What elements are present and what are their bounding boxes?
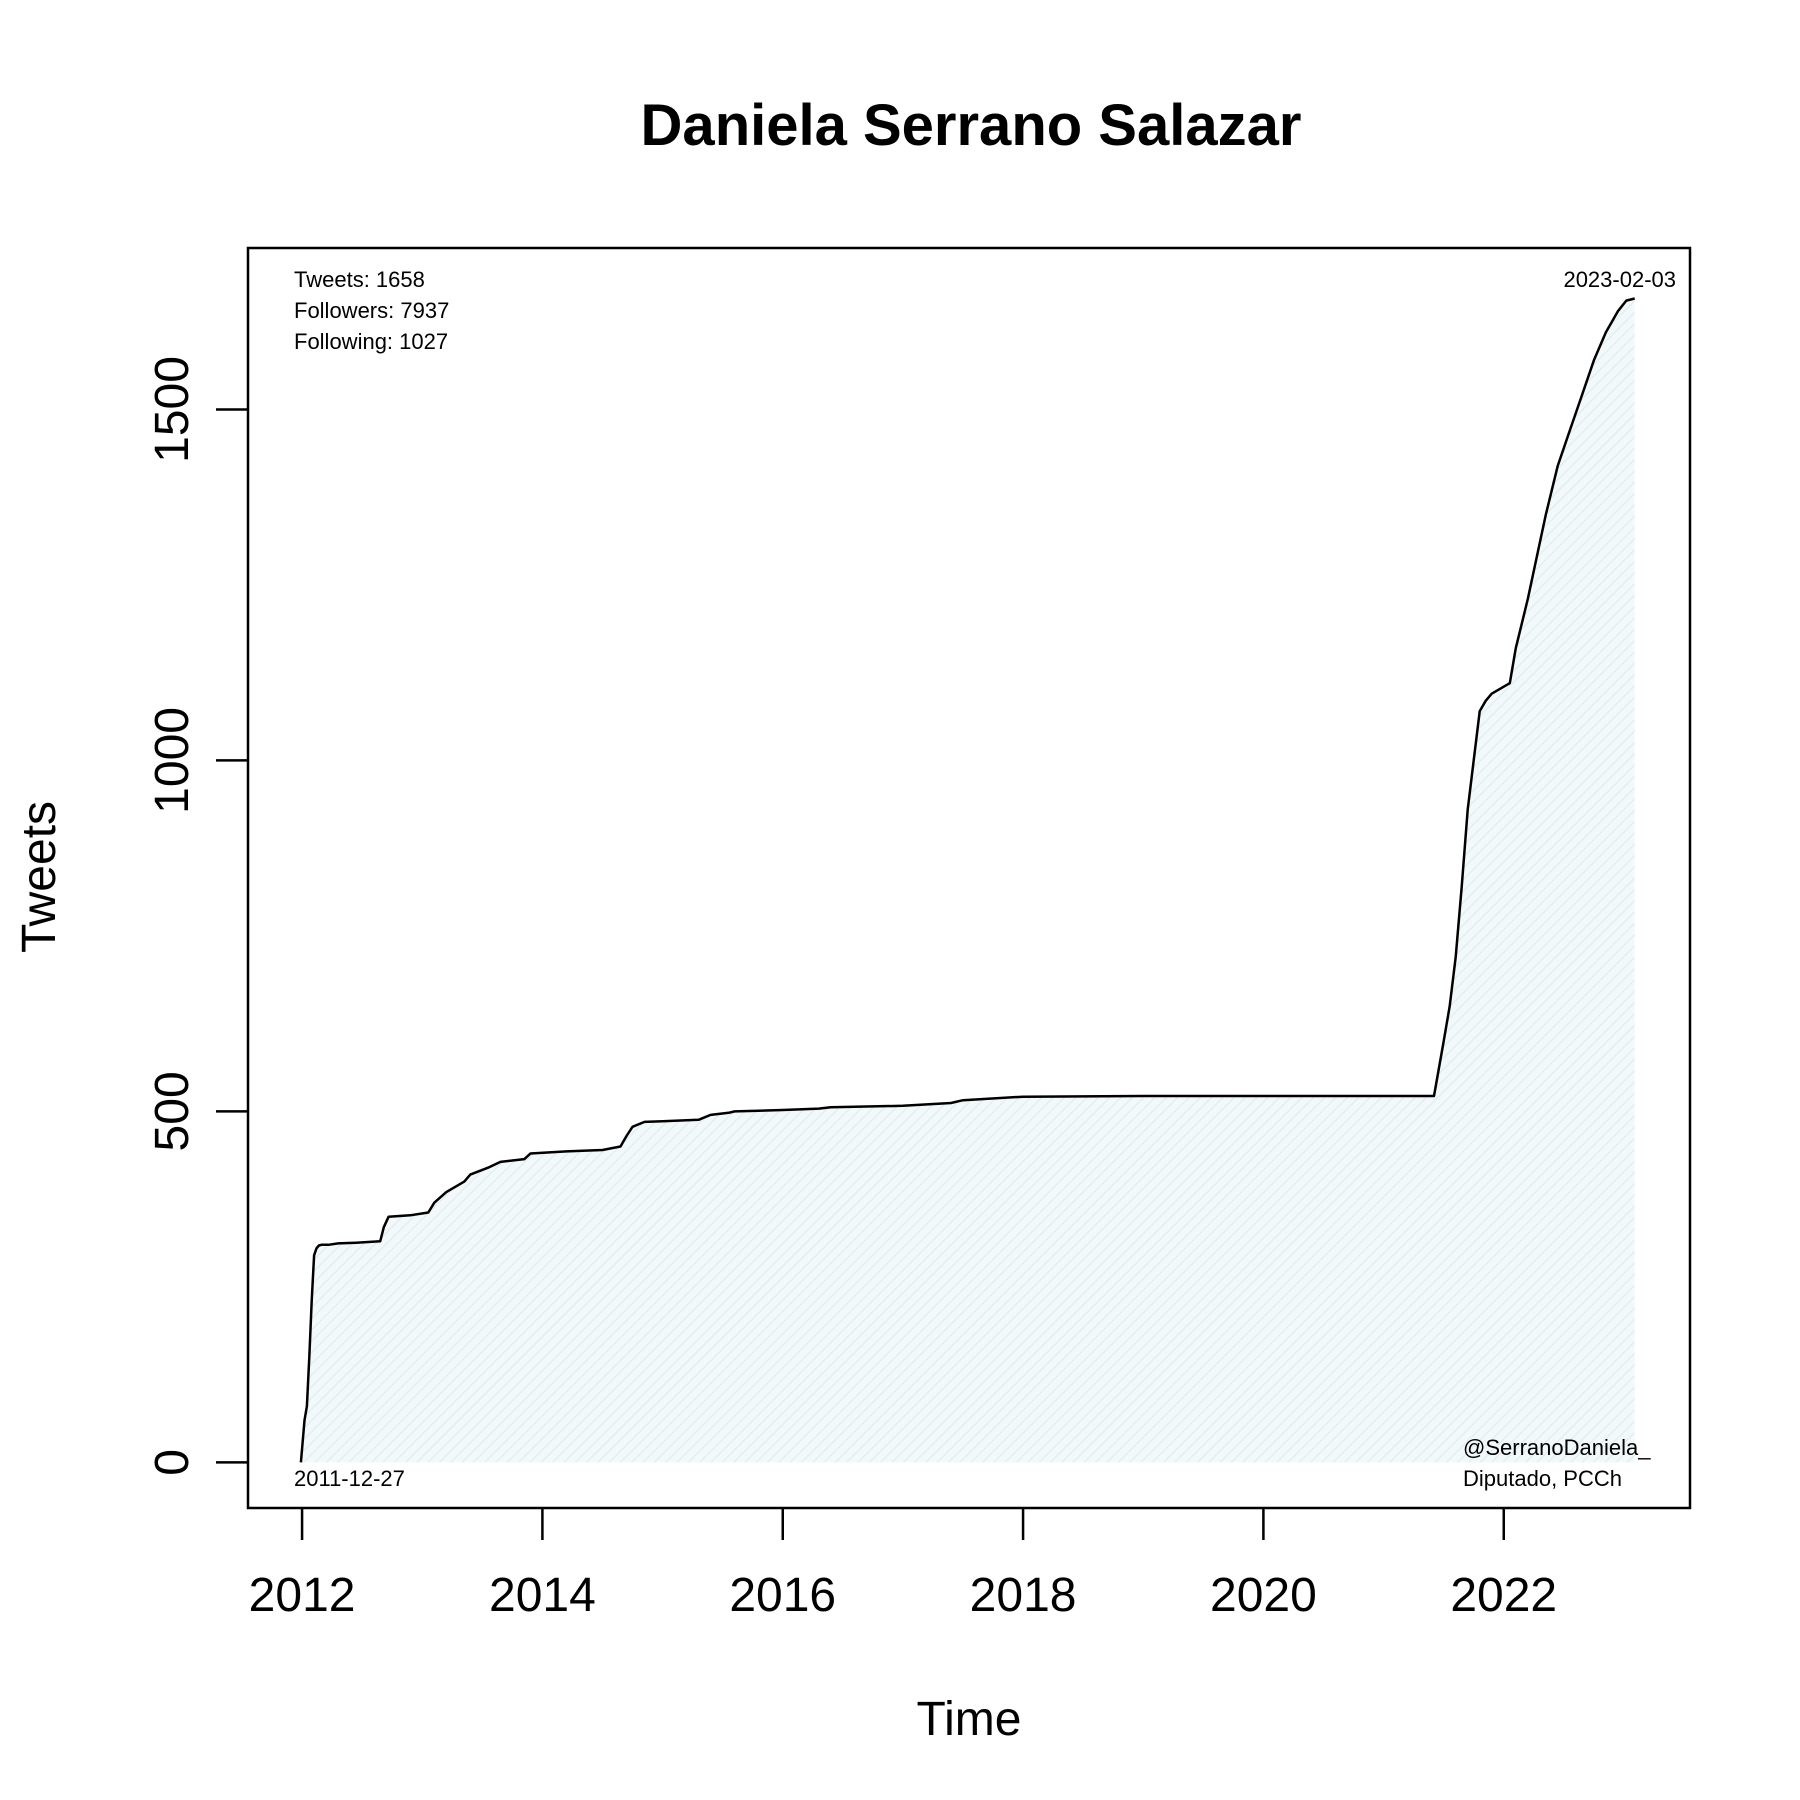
y-axis: 0 500 1000 1500 [146,356,248,1476]
start-date-label: 2011-12-27 [294,1466,405,1491]
x-tick-label-2014: 2014 [489,1569,596,1622]
x-axis-title: Time [917,1693,1022,1746]
series-line [299,297,1636,1463]
stats-annotation: Tweets: 1658 Followers: 7937 Following: … [294,267,449,354]
plot-area [246,246,1692,1510]
y-tick-label-1000: 1000 [146,707,199,814]
y-tick-label-1500: 1500 [146,356,199,463]
end-date-label: 2023-02-03 [1563,267,1676,292]
x-axis: 2012 2014 2016 2018 2020 2022 [249,1508,1557,1622]
y-tick-label-500: 500 [146,1071,199,1151]
chart-title: Daniela Serrano Salazar [641,93,1302,158]
area-fill [300,298,1635,1463]
account-annotation: @SerranoDaniela_ Diputado, PCCh [1463,1435,1651,1491]
x-tick-label-2020: 2020 [1210,1569,1317,1622]
y-tick-label-0: 0 [146,1449,199,1476]
x-tick-label-2012: 2012 [249,1569,356,1622]
y-axis-title: Tweets [13,801,66,953]
x-tick-label-2018: 2018 [970,1569,1077,1622]
stat-followers: Followers: 7937 [294,298,449,323]
stat-following: Following: 1027 [294,329,448,354]
account-handle: @SerranoDaniela_ [1463,1435,1651,1460]
account-role: Diputado, PCCh [1463,1466,1622,1491]
plot-frame [246,246,1692,1510]
stat-tweets: Tweets: 1658 [294,267,425,292]
x-tick-label-2022: 2022 [1450,1569,1557,1622]
x-tick-label-2016: 2016 [729,1569,836,1622]
